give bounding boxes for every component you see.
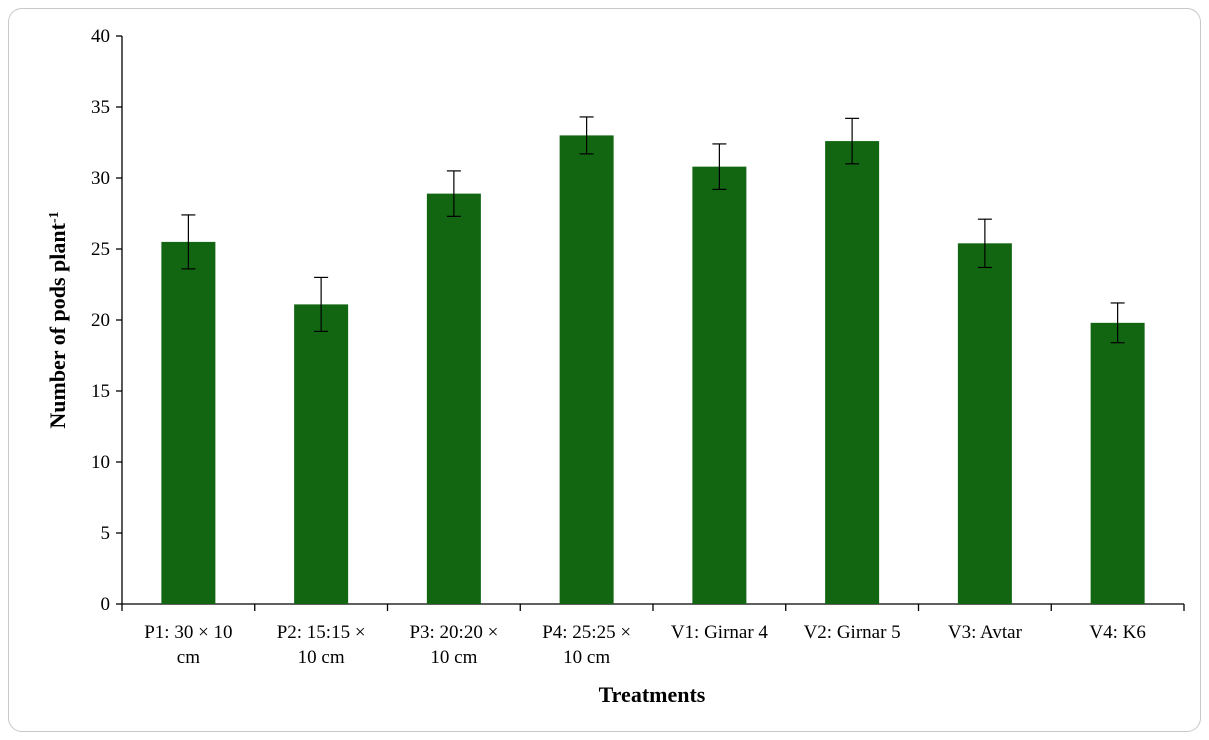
x-tick-label: V1: Girnar 4 [671,622,769,643]
y-tick-label: 35 [91,97,110,118]
x-axis-title: Treatments [599,682,706,707]
bar [426,193,481,604]
y-tick-label: 40 [91,26,110,47]
y-axis-title-main: Number of pods plant [45,222,70,428]
y-axis-title: Number of pods plant-1 [45,211,70,428]
y-tick-label: 25 [91,239,110,260]
bar [825,141,880,604]
x-tick-label-line: cm [177,647,200,668]
bars [161,135,1145,604]
x-tick-label: P3: 20:20 × 10 cm [409,622,498,668]
x-tick-label-line: 10 cm [298,647,345,668]
x-tick-label: P1: 30 × 10 cm [144,622,232,668]
x-tick-label-line: P4: 25:25 × [542,622,631,643]
x-tick-label: P4: 25:25 × 10 cm [542,622,631,668]
y-tick-label: 30 [91,168,110,189]
x-tick-label-line: P2: 15:15 × [277,622,366,643]
x-tick-label-line: P3: 20:20 × [409,622,498,643]
error-bars [181,116,1125,344]
y-tick-label: 5 [101,523,111,544]
y-tick-label: 0 [101,594,111,615]
x-tick-label-line: 10 cm [430,647,477,668]
x-tick-label: V2: Girnar 5 [804,622,901,643]
bar [161,241,216,604]
bar [294,304,349,604]
x-tick-label: V4: K6 [1089,622,1145,643]
x-tick-label-line: 10 cm [563,647,610,668]
x-tick-label-line: V3: Avtar [948,622,1023,643]
y-axis-title-superscript: -1 [47,211,62,223]
x-tick-label: V3: Avtar [948,622,1023,643]
bar [692,166,747,604]
x-tick-label-line: P1: 30 × 10 [144,622,232,643]
y-axis: 0 5 10 15 20 25 30 35 40 [91,26,123,615]
bar [559,135,614,604]
y-tick-label: 10 [91,452,110,473]
y-tick-label: 20 [91,310,110,331]
bar [957,243,1012,604]
x-tick-label-line: V1: Girnar 4 [671,622,769,643]
bar [1090,322,1145,604]
x-tick-label-line: V2: Girnar 5 [804,622,901,643]
x-tick-label-line: V4: K6 [1089,622,1145,643]
y-tick-label: 15 [91,381,110,402]
x-tick-label: P2: 15:15 × 10 cm [277,622,366,668]
